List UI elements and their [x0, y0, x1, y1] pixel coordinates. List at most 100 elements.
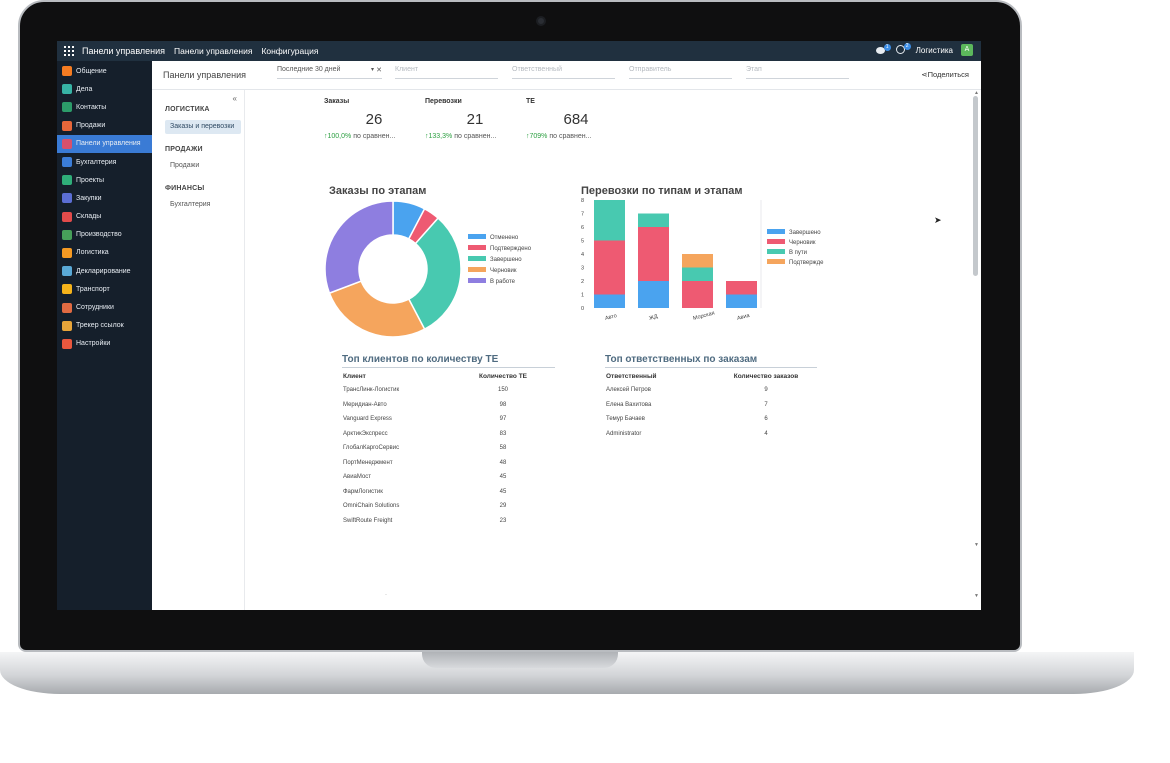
- column-header[interactable]: Количество TE: [479, 373, 527, 380]
- table-row[interactable]: АрктикЭкспресс 83: [343, 427, 543, 442]
- kpi-shipments[interactable]: Перевозки 21 ↑133,3% по сравнен...: [425, 98, 525, 140]
- bar-segment[interactable]: [594, 200, 625, 241]
- menu-dashboards[interactable]: Панели управления: [174, 46, 253, 56]
- legend-label[interactable]: Черновик: [490, 268, 517, 274]
- stage-filter[interactable]: Этап: [746, 66, 849, 79]
- nav-link-accounting[interactable]: Бухгалтерия: [170, 201, 211, 208]
- sidebar-item[interactable]: Логистика: [57, 244, 152, 262]
- sidebar-item[interactable]: Производство: [57, 226, 152, 244]
- menu-configuration[interactable]: Конфигурация: [261, 46, 319, 56]
- legend-swatch: [468, 278, 486, 283]
- table-row[interactable]: Алексей Петров 9: [606, 383, 806, 398]
- legend-label[interactable]: Завершено: [490, 257, 522, 263]
- chevron-down-icon[interactable]: ▾: [370, 67, 374, 73]
- sidebar-item[interactable]: Транспорт: [57, 280, 152, 298]
- kpi-orders[interactable]: Заказы 26 ↑100,0% по сравнен...: [324, 98, 424, 140]
- chat-icon[interactable]: 1: [875, 44, 891, 55]
- sidebar-item[interactable]: Трекер ссылок: [57, 317, 152, 335]
- table-row[interactable]: OmniChain Solutions 29: [343, 499, 543, 514]
- share-icon: ⋖: [921, 70, 928, 79]
- scroll-down-icon[interactable]: ▼: [974, 593, 979, 599]
- app-brand[interactable]: Панели управления: [82, 46, 166, 56]
- sidebar-item[interactable]: Закупки: [57, 189, 152, 207]
- table-row[interactable]: Темур Бачаев 6: [606, 412, 806, 427]
- laptop-notch: [422, 652, 618, 668]
- legend-swatch: [767, 239, 785, 244]
- kpi-title: Заказы: [324, 98, 350, 105]
- period-filter[interactable]: Последние 30 дней ▾ ✕: [277, 66, 382, 79]
- sidebar-item[interactable]: Настройки: [57, 335, 152, 353]
- row-name: АрктикЭкспресс: [343, 430, 388, 437]
- table-row[interactable]: ТрансЛинк-Логистик 150: [343, 383, 543, 398]
- row-name: ГлобалКаргоСервис: [343, 445, 400, 452]
- table-row[interactable]: Administrator 4: [606, 427, 806, 442]
- legend-label[interactable]: Подтверждено: [490, 246, 532, 252]
- legend-label[interactable]: Отменено: [490, 235, 519, 241]
- legend-label[interactable]: В работе: [490, 279, 516, 285]
- declaration-icon: [62, 266, 72, 277]
- table-row[interactable]: ГлобалКаргоСервис 58: [343, 441, 543, 456]
- table-row[interactable]: ФармЛогистик 45: [343, 485, 543, 500]
- column-header[interactable]: Ответственный: [606, 373, 657, 380]
- row-name: ПортМенеджмент: [343, 459, 393, 466]
- sidebar-item[interactable]: Проекты: [57, 171, 152, 189]
- legend-label[interactable]: В пути: [789, 250, 807, 256]
- bar-segment[interactable]: [682, 267, 713, 282]
- legend-label[interactable]: Завершено: [789, 230, 821, 236]
- collapse-icon[interactable]: «: [232, 94, 237, 103]
- period-value: Последние 30 дней: [277, 66, 341, 73]
- nav-link-sales[interactable]: Продажи: [170, 162, 200, 169]
- bar-segment[interactable]: [594, 240, 625, 295]
- user-avatar[interactable]: A: [961, 44, 973, 56]
- column-header[interactable]: Количество заказов: [733, 373, 799, 380]
- sidebar-item[interactable]: Дела: [57, 80, 152, 98]
- clear-icon[interactable]: ✕: [376, 67, 382, 74]
- donut-slice[interactable]: [328, 280, 426, 338]
- scroll-down-icon[interactable]: ▼: [974, 542, 979, 548]
- nav-section-finance: ФИНАНСЫ: [165, 185, 205, 192]
- sidebar-item[interactable]: Общение: [57, 62, 152, 80]
- link-tracker-icon: [62, 320, 72, 331]
- bar-segment[interactable]: [726, 294, 757, 309]
- kpi-te[interactable]: TE 684 ↑709% по сравнен...: [526, 98, 626, 140]
- responsible-filter[interactable]: Ответственный: [512, 66, 615, 79]
- transport-icon: [62, 284, 72, 295]
- kpi-title: TE: [526, 98, 535, 105]
- sidebar-item[interactable]: Панели управления: [57, 134, 152, 153]
- sidebar-item[interactable]: Продажи: [57, 117, 152, 135]
- table-row[interactable]: Vanguard Express 97: [343, 412, 543, 427]
- table-row[interactable]: АвиаМост 45: [343, 470, 543, 485]
- sidebar-item[interactable]: Сотрудники: [57, 298, 152, 316]
- bar-segment[interactable]: [594, 294, 625, 309]
- scrollbar-thumb[interactable]: [973, 96, 978, 276]
- client-filter[interactable]: Клиент: [395, 66, 498, 79]
- table-row[interactable]: SwiftRoute Freight 23: [343, 514, 543, 529]
- sidebar-item[interactable]: Контакты: [57, 98, 152, 116]
- company-switcher[interactable]: Логистика: [915, 45, 953, 55]
- legend-label[interactable]: Подтвержде: [789, 260, 824, 266]
- table-row[interactable]: ПортМенеджмент 48: [343, 456, 543, 471]
- sender-filter[interactable]: Отправитель: [629, 66, 732, 79]
- bar-segment[interactable]: [726, 281, 757, 295]
- column-header[interactable]: Клиент: [343, 373, 366, 380]
- sidebar-item[interactable]: Склады: [57, 208, 152, 226]
- table-row[interactable]: Елена Вахитова 7: [606, 398, 806, 413]
- share-button[interactable]: ⋖Поделиться: [921, 70, 969, 79]
- activity-clock-icon[interactable]: 2: [895, 43, 911, 56]
- nav-link-orders-shipments[interactable]: Заказы и перевозки: [165, 120, 241, 134]
- apps-grid-icon[interactable]: [64, 46, 74, 56]
- bar-segment[interactable]: [638, 227, 669, 281]
- bar-segment[interactable]: [682, 281, 713, 308]
- bar-segment[interactable]: [682, 254, 713, 268]
- donut-slice[interactable]: [407, 217, 462, 331]
- bar-segment[interactable]: [638, 281, 669, 308]
- sidebar-item[interactable]: Декларирование: [57, 262, 152, 280]
- y-tick-label: 4: [581, 252, 584, 258]
- bar-chart-title: Перевозки по типам и этапам: [581, 185, 743, 197]
- bar-segment[interactable]: [638, 213, 669, 228]
- sidebar-item[interactable]: Бухгалтерия: [57, 153, 152, 171]
- legend-label[interactable]: Черновик: [789, 240, 816, 246]
- donut-slice[interactable]: [325, 200, 394, 295]
- table-row[interactable]: Меридиан-Авто 98: [343, 398, 543, 413]
- scroll-up-icon[interactable]: ▲: [974, 90, 979, 96]
